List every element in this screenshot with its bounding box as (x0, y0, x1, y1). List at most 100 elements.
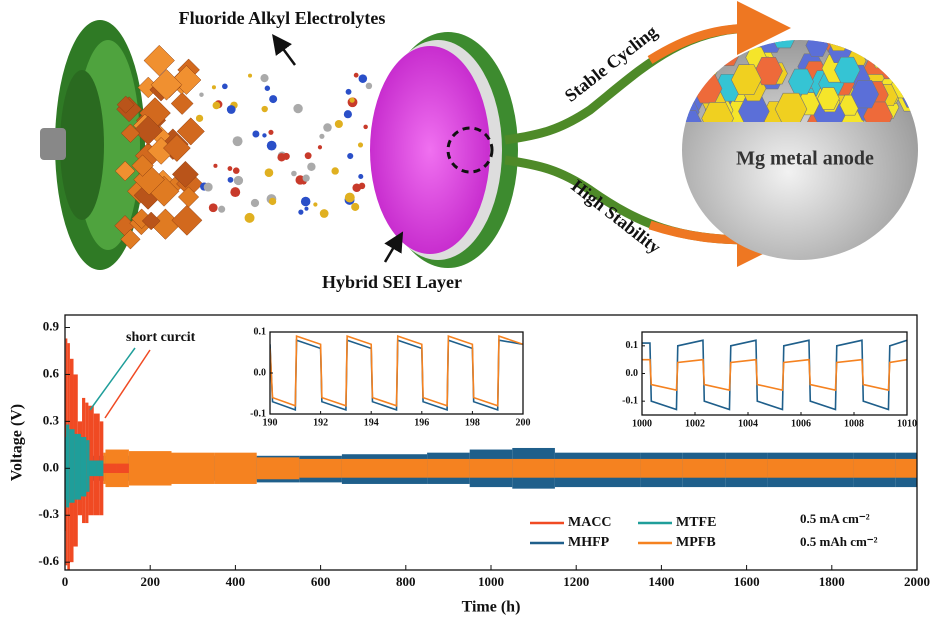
x-axis-label: Time (h) (462, 599, 521, 616)
grain (701, 102, 734, 122)
illustration-label: Fluoride Alkyl Electrolytes (179, 8, 386, 28)
molecule (353, 72, 359, 78)
molecule (218, 205, 226, 213)
voltage-band (80, 437, 87, 497)
plot (642, 339, 907, 411)
crystal (170, 92, 194, 115)
grain (861, 40, 884, 57)
grain (817, 87, 840, 110)
molecule (363, 124, 368, 130)
molecule (343, 110, 352, 119)
grain (867, 40, 891, 46)
grain (834, 56, 861, 84)
crystal (116, 95, 135, 114)
voltage-band (725, 458, 768, 478)
crystal (143, 44, 175, 77)
voltage-band (116, 463, 129, 474)
molecule (304, 206, 309, 211)
voltage-band (96, 460, 104, 477)
x-tick-label: 2000 (904, 574, 930, 589)
molecule (293, 103, 303, 114)
molecule (269, 95, 278, 104)
x-tick-label: 198 (465, 417, 480, 428)
grain (731, 64, 762, 96)
molecule (358, 173, 364, 180)
annotation-arrow (104, 349, 151, 419)
molecule (319, 209, 329, 218)
illustration-label: High Stability (568, 176, 665, 258)
x-tick-label: 1400 (648, 574, 674, 589)
molecule (304, 152, 312, 160)
y-tick-label: -0.1 (250, 408, 266, 419)
molecule (352, 183, 362, 193)
voltage-band (171, 452, 215, 484)
molecule (211, 85, 216, 90)
molecule (291, 170, 297, 177)
illustration-label: Hybrid SEI Layer (322, 272, 462, 292)
x-tick-label: 196 (414, 417, 429, 428)
voltage-band (810, 458, 854, 478)
zoom-circle (446, 126, 494, 174)
molecule (323, 123, 332, 132)
x-tick-label: 192 (313, 417, 328, 428)
flow-arrow (647, 1, 791, 64)
grain (881, 40, 906, 58)
molecule (262, 133, 267, 138)
voltage-band (895, 458, 917, 478)
molecule (319, 133, 325, 139)
molecule (252, 130, 260, 138)
x-tick-label: 1000 (478, 574, 504, 589)
voltage-band (853, 458, 896, 478)
molecule (264, 168, 274, 178)
molecule (344, 192, 355, 203)
crystal (171, 160, 199, 188)
annotation-arrow (89, 347, 136, 411)
molecule (233, 175, 244, 186)
grain (897, 40, 918, 49)
x-tick-label: 190 (263, 417, 278, 428)
cathode-crystals (114, 44, 205, 250)
voltage-line (642, 358, 907, 392)
crystal (120, 229, 141, 250)
voltage-band (66, 424, 70, 508)
pointer (272, 33, 297, 66)
y-axis-label: Voltage (V) (9, 404, 26, 481)
grain (902, 58, 918, 87)
annotation: 0.5 mA cm⁻² (800, 511, 870, 526)
voltage-band (256, 457, 300, 480)
grain (682, 46, 704, 68)
y-tick-label: 0.0 (626, 368, 639, 379)
voltage-band (299, 458, 342, 478)
molecule (317, 145, 323, 150)
voltage-band (341, 458, 385, 478)
crystal (114, 160, 136, 182)
crystal (141, 211, 161, 231)
voltage-band (597, 458, 641, 478)
molecule (334, 119, 343, 129)
y-tick-label: 0.1 (254, 326, 267, 337)
molecule (347, 152, 354, 160)
molecule (357, 142, 364, 148)
y-tick-label: 0.3 (43, 412, 60, 427)
voltage-band (767, 458, 811, 478)
y-tick-label: -0.3 (38, 506, 59, 521)
y-tick-label: 0.6 (43, 365, 60, 380)
molecule (349, 97, 355, 103)
voltage-band (103, 463, 117, 474)
x-tick-label: 1008 (844, 418, 864, 429)
x-tick-label: 1000 (632, 418, 652, 429)
crystal (176, 117, 205, 146)
grain (869, 40, 894, 53)
y-tick-label: 0.9 (43, 318, 60, 333)
grain (805, 40, 829, 57)
molecule (345, 88, 352, 95)
x-tick-label: 0 (62, 574, 69, 589)
molecule (302, 174, 310, 182)
y-tick-label: 0.0 (43, 459, 59, 474)
legend-label: MPFB (676, 535, 716, 550)
x-tick-label: 800 (396, 574, 416, 589)
voltage-band (74, 433, 81, 500)
crystal (150, 69, 183, 101)
annotation: 0.5 mAh cm⁻² (800, 534, 878, 549)
molecule (199, 92, 204, 97)
